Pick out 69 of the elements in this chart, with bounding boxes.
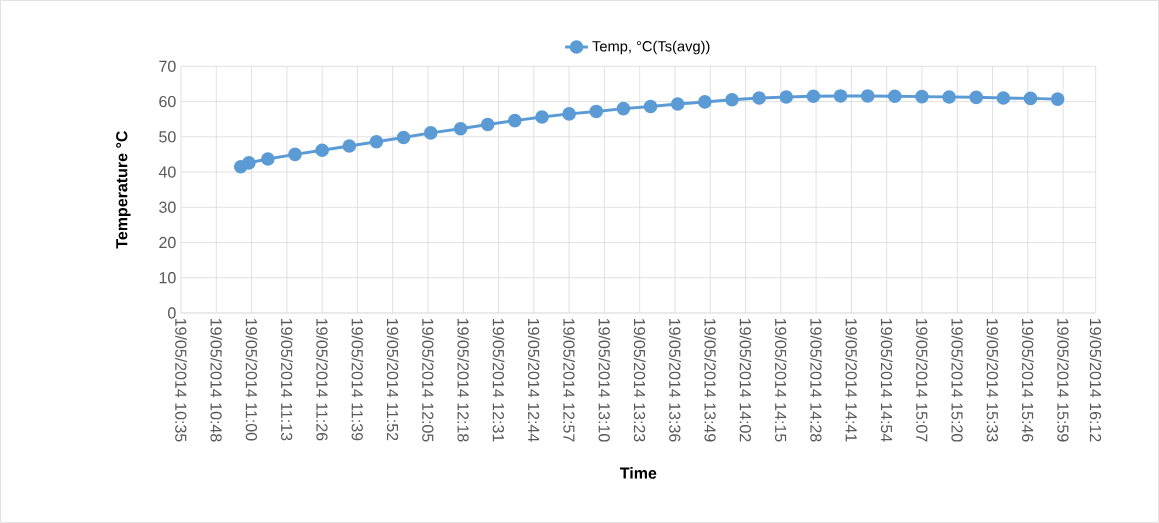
x-tick-label: 19/05/2014 15:59 xyxy=(1057,318,1069,442)
point xyxy=(480,117,495,132)
point xyxy=(915,89,929,104)
point xyxy=(833,89,848,103)
point xyxy=(860,89,875,103)
point xyxy=(396,130,411,145)
x-tick-label: 19/05/2014 12:05 xyxy=(422,318,434,442)
x-tick-label: 19/05/2014 11:13 xyxy=(281,318,293,441)
x-tick-label: 19/05/2014 11:39 xyxy=(351,318,364,441)
x-tick-label: 19/05/2014 13:10 xyxy=(598,318,611,442)
x-tick-label: 19/05/2014 16:12 xyxy=(1089,318,1102,442)
point xyxy=(423,126,438,140)
y-tick-label: 30 xyxy=(159,201,176,213)
x-tick-label: 19/05/2014 14:54 xyxy=(880,318,893,442)
x-tick-label: 19/05/2014 15:20 xyxy=(951,318,964,442)
x-tick-label: 19/05/2014 10:48 xyxy=(210,318,223,442)
x-tick-label: 19/05/2014 12:44 xyxy=(527,318,540,442)
x-tick-label: 19/05/2014 13:36 xyxy=(669,318,681,442)
x-axis-title: Time xyxy=(620,467,657,479)
x-tick-label: 19/05/2014 14:15 xyxy=(774,318,787,442)
y-tick-label: 60 xyxy=(159,95,176,108)
point xyxy=(288,147,302,162)
x-tick-label: 19/05/2014 14:41 xyxy=(845,318,858,442)
x-tick-label: 19/05/2014 13:49 xyxy=(704,318,717,442)
x-tick-label: 19/05/2014 13:23 xyxy=(633,318,646,442)
point xyxy=(242,156,256,170)
x-tick-label: 19/05/2014 12:57 xyxy=(563,318,575,442)
point xyxy=(453,121,468,136)
x-tick-label: 19/05/2014 10:35 xyxy=(175,318,187,442)
x-tick-label: 19/05/2014 11:26 xyxy=(316,318,329,441)
point xyxy=(261,152,275,166)
point xyxy=(942,90,956,104)
y-tick-label: 0 xyxy=(168,307,176,319)
x-tick-label: 19/05/2014 11:52 xyxy=(386,318,399,441)
point xyxy=(508,113,522,128)
point xyxy=(342,139,357,153)
x-tick-label: 19/05/2014 15:46 xyxy=(1021,318,1034,442)
point xyxy=(969,90,984,105)
y-axis-title: Temperature °C xyxy=(116,131,131,249)
point xyxy=(888,89,902,104)
y-tick-label: 70 xyxy=(159,60,176,72)
point xyxy=(752,91,766,105)
point xyxy=(535,110,549,124)
y-tick-label: 50 xyxy=(159,131,176,143)
y-tick-label: 10 xyxy=(159,272,176,284)
point xyxy=(996,91,1011,105)
point xyxy=(562,107,576,121)
point xyxy=(315,143,329,157)
x-tick-label: 19/05/2014 15:33 xyxy=(986,318,999,442)
y-tick-label: 40 xyxy=(158,166,176,178)
x-tick-label: 19/05/2014 14:28 xyxy=(810,318,822,442)
point xyxy=(1023,91,1038,106)
legend-label: Temp, °C(Ts(avg)) xyxy=(592,40,710,55)
point xyxy=(369,134,384,149)
x-tick-label: 19/05/2014 15:07 xyxy=(916,318,928,442)
point xyxy=(725,93,739,107)
point xyxy=(806,89,821,104)
x-tick-label: 19/05/2014 14:02 xyxy=(739,318,752,442)
point xyxy=(779,90,794,104)
x-tick-label: 19/05/2014 12:18 xyxy=(457,318,470,442)
point xyxy=(616,101,631,116)
x-tick-label: 19/05/2014 11:00 xyxy=(245,318,258,441)
point xyxy=(698,95,712,109)
y-tick-label: 20 xyxy=(159,236,176,249)
point xyxy=(589,104,604,119)
x-tick-label: 19/05/2014 12:31 xyxy=(492,318,505,442)
point xyxy=(643,99,658,114)
point xyxy=(1050,92,1065,106)
point xyxy=(670,97,685,111)
